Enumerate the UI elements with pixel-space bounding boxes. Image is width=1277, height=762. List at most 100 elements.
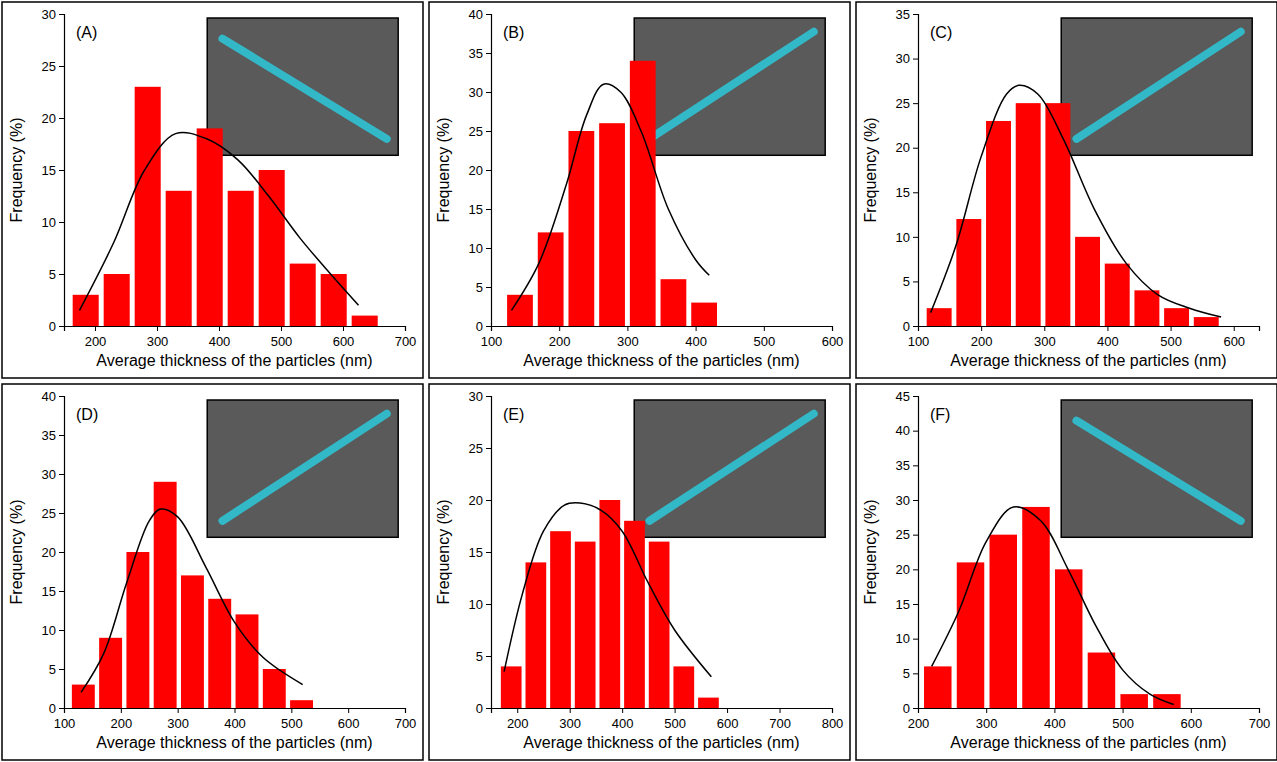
y-tick-mark [59, 222, 64, 223]
y-tick-mark [486, 53, 491, 54]
x-axis-title: Average thickness of the particles (nm) [523, 734, 799, 751]
x-tick: 600 [717, 708, 739, 731]
y-tick-label: 10 [896, 230, 910, 245]
y-tick: 15 [469, 202, 491, 217]
y-tick: 15 [469, 545, 491, 560]
y-tick-mark [913, 14, 918, 15]
y-tick: 0 [49, 319, 64, 334]
x-tick-label: 400 [685, 334, 707, 349]
y-tick-label: 15 [469, 545, 483, 560]
bar [550, 531, 571, 708]
x-tick-label: 400 [209, 334, 231, 349]
y-tick-mark [913, 673, 918, 674]
y-tick-mark [913, 708, 918, 709]
x-tick-mark [1123, 708, 1124, 713]
y-tick: 5 [49, 267, 64, 282]
fit-curve [504, 503, 711, 677]
panel: 1002003004005006000510152025303540(B)Ave… [429, 2, 850, 378]
y-tick-label: 25 [42, 59, 56, 74]
inset-background [1061, 400, 1252, 537]
x-axis-title: Average thickness of the particles (nm) [96, 352, 372, 369]
y-tick-label: 5 [903, 666, 910, 681]
x-tick-label: 100 [908, 334, 930, 349]
y-tick-label: 25 [469, 441, 483, 456]
x-tick-label: 300 [559, 716, 581, 731]
x-tick-label: 500 [281, 716, 303, 731]
bar [1194, 317, 1219, 326]
x-tick-mark [405, 326, 406, 331]
y-tick-label: 20 [896, 562, 910, 577]
y-tick-mark [913, 148, 918, 149]
bar [1120, 694, 1147, 708]
x-tick: 500 [271, 326, 293, 349]
x-axis: 100200300400500600 [908, 326, 1260, 349]
y-tick: 0 [49, 701, 64, 716]
panel-label: (A) [76, 24, 97, 41]
y-tick-label: 20 [896, 140, 910, 155]
x-tick-label: 300 [976, 716, 998, 731]
y-axis: 051015202530 [469, 389, 492, 716]
y-tick-label: 20 [42, 545, 56, 560]
inset-background [1061, 18, 1252, 155]
x-tick-label: 700 [1249, 716, 1271, 731]
x-tick-label: 300 [147, 334, 169, 349]
plot: 1002003004005006000510152025303540(B) [469, 7, 844, 349]
y-axis-line [486, 15, 492, 327]
y-tick-mark [913, 326, 918, 327]
y-tick-mark [486, 552, 491, 553]
y-tick-mark [913, 431, 918, 432]
inset-particle [1076, 32, 1240, 139]
y-tick-mark [486, 708, 491, 709]
y-tick-label: 0 [476, 319, 483, 334]
inset-image [207, 18, 398, 155]
marks [924, 507, 1181, 708]
inset-image [634, 400, 825, 537]
x-tick-label: 200 [549, 334, 571, 349]
y-tick-mark [486, 287, 491, 288]
x-tick-mark [832, 326, 833, 331]
y-tick: 5 [903, 666, 918, 681]
y-axis: 051015202530 [42, 7, 65, 334]
bar [263, 669, 286, 708]
x-tick: 300 [147, 326, 169, 349]
panel: 1002003004005006007000510152025303540(D)… [2, 384, 423, 760]
bar [154, 482, 177, 708]
inset-image [1061, 18, 1252, 155]
y-tick: 15 [42, 163, 64, 178]
y-tick: 25 [42, 506, 64, 521]
x-tick: 100 [908, 326, 930, 349]
bar [661, 279, 687, 326]
y-tick: 30 [42, 7, 64, 22]
y-tick: 5 [903, 274, 918, 289]
bar [181, 575, 204, 708]
y-tick-label: 5 [476, 649, 483, 664]
y-tick-label: 0 [49, 319, 56, 334]
x-tick: 200 [507, 708, 529, 731]
inset-background [634, 400, 825, 537]
x-tick-label: 500 [1160, 334, 1182, 349]
y-tick-label: 0 [49, 701, 56, 716]
x-tick-label: 400 [612, 716, 634, 731]
x-tick-mark [281, 326, 282, 331]
x-tick-label: 500 [271, 334, 293, 349]
panel: 200300400500600700051015202530(A)Average… [2, 2, 423, 378]
marks [73, 87, 378, 326]
y-tick: 20 [896, 140, 918, 155]
x-tick-mark [178, 708, 179, 713]
y-axis: 051015202530354045 [896, 389, 919, 716]
x-axis: 100200300400500600 [481, 326, 844, 349]
x-tick-label: 400 [224, 716, 246, 731]
panel-label: (E) [503, 406, 524, 423]
x-tick-mark [517, 708, 518, 713]
x-tick-label: 300 [1034, 334, 1056, 349]
y-tick: 20 [42, 111, 64, 126]
x-tick: 500 [664, 708, 686, 731]
y-tick-label: 30 [469, 85, 483, 100]
plot: 200300400500600700051015202530(A) [42, 7, 417, 349]
x-tick-label: 800 [822, 716, 844, 731]
y-tick-label: 25 [42, 506, 56, 521]
y-tick-label: 40 [896, 423, 910, 438]
y-axis-title: Frequency (%) [8, 118, 25, 223]
y-tick-mark [486, 326, 491, 327]
bar [1088, 653, 1115, 708]
